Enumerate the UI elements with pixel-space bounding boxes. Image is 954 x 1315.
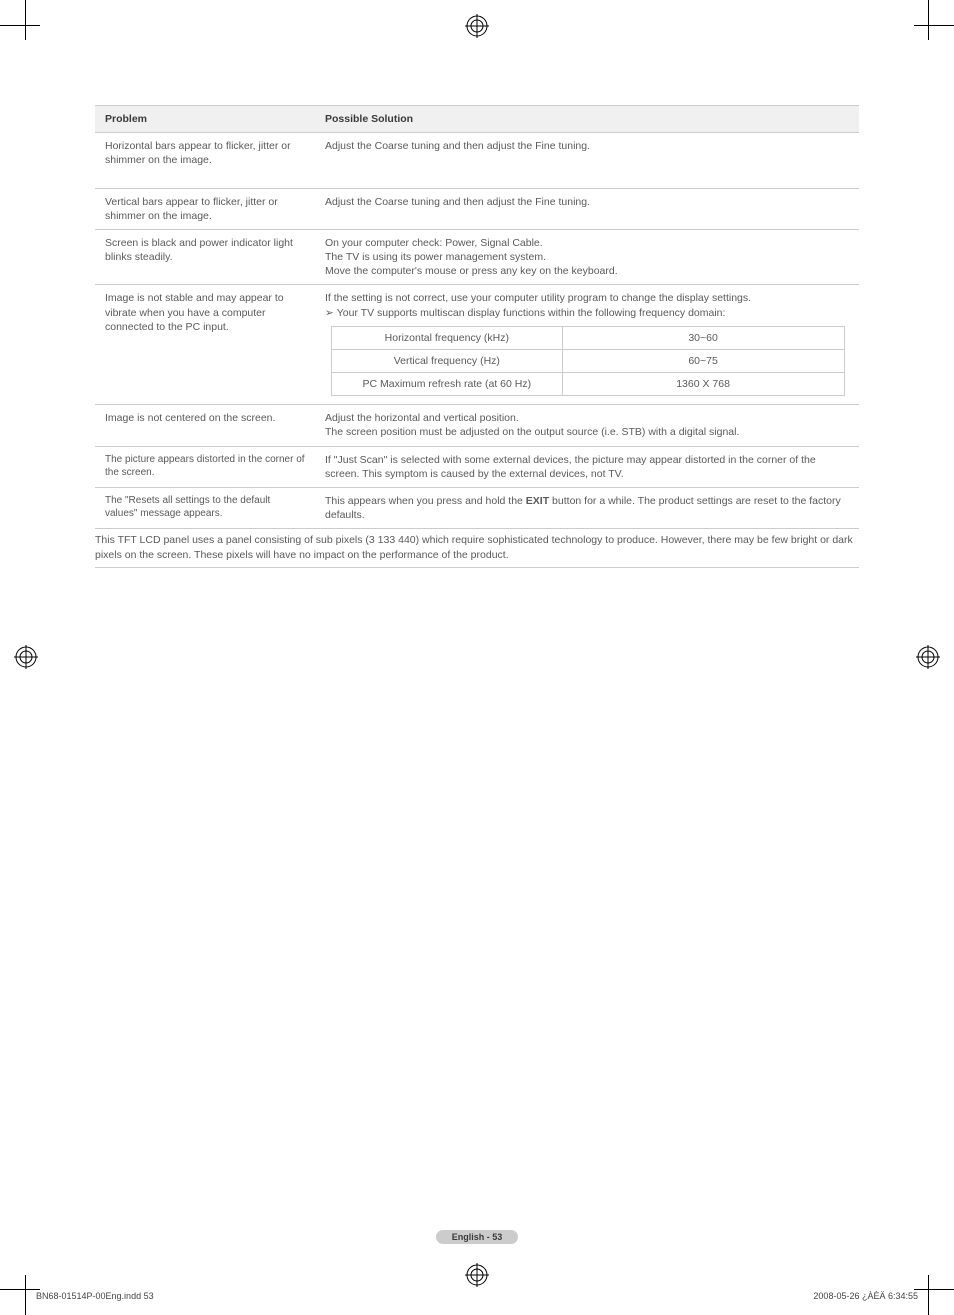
print-file-name: BN68-01514P-00Eng.indd 53 [36, 1291, 154, 1301]
crop-mark [25, 0, 26, 40]
solution-cell: If "Just Scan" is selected with some ext… [315, 446, 859, 487]
problem-cell: Vertical bars appear to flicker, jitter … [95, 188, 315, 229]
problem-cell: Image is not stable and may appear to vi… [95, 285, 315, 405]
registration-mark-icon [465, 1263, 489, 1287]
solution-intro: If the setting is not correct, use your … [325, 292, 751, 304]
table-row: Image is not stable and may appear to vi… [95, 285, 859, 405]
crop-mark [914, 25, 954, 26]
table-row: Horizontal bars appear to flicker, jitte… [95, 133, 859, 188]
crop-mark [914, 1289, 954, 1290]
solution-cell: Adjust the Coarse tuning and then adjust… [315, 133, 859, 188]
note-arrow-icon: ➢ [325, 307, 337, 319]
crop-mark [928, 1275, 929, 1315]
problem-cell: The "Resets all settings to the default … [95, 487, 315, 528]
exit-bold: EXIT [526, 495, 549, 507]
crop-mark [0, 1289, 40, 1290]
table-row: Screen is black and power indicator ligh… [95, 229, 859, 285]
freq-label: PC Maximum refresh rate (at 60 Hz) [332, 373, 563, 396]
solution-cell: Adjust the Coarse tuning and then adjust… [315, 188, 859, 229]
freq-value: 30~60 [562, 326, 844, 349]
freq-value: 60~75 [562, 349, 844, 372]
crop-mark [0, 25, 40, 26]
page-number-badge: English - 53 [436, 1230, 519, 1244]
footnote-text: This TFT LCD panel uses a panel consisti… [95, 529, 859, 567]
registration-mark-icon [916, 645, 940, 669]
solution-cell: Adjust the horizontal and vertical posit… [315, 405, 859, 446]
problem-cell: Horizontal bars appear to flicker, jitte… [95, 133, 315, 188]
freq-label: Vertical frequency (Hz) [332, 349, 563, 372]
table-row: Vertical bars appear to flicker, jitter … [95, 188, 859, 229]
table-row: The "Resets all settings to the default … [95, 487, 859, 528]
main-content: Problem Possible Solution Horizontal bar… [95, 105, 859, 568]
print-info-bar: BN68-01514P-00Eng.indd 53 2008-05-26 ¿ÀÈ… [36, 1291, 918, 1301]
print-timestamp: 2008-05-26 ¿ÀÈÄ 6:34:55 [813, 1291, 918, 1301]
table-header-problem: Problem [95, 106, 315, 133]
freq-value: 1360 X 768 [562, 373, 844, 396]
troubleshooting-table: Problem Possible Solution Horizontal bar… [95, 105, 859, 529]
table-header-solution: Possible Solution [315, 106, 859, 133]
problem-cell: The picture appears distorted in the cor… [95, 446, 315, 487]
problem-cell: Image is not centered on the screen. [95, 405, 315, 446]
solution-pre: This appears when you press and hold the [325, 495, 526, 507]
table-row: Image is not centered on the screen. Adj… [95, 405, 859, 446]
solution-cell: If the setting is not correct, use your … [315, 285, 859, 405]
crop-mark [25, 1275, 26, 1315]
registration-mark-icon [14, 645, 38, 669]
solution-cell: This appears when you press and hold the… [315, 487, 859, 528]
registration-mark-icon [465, 14, 489, 38]
solution-cell: On your computer check: Power, Signal Ca… [315, 229, 859, 285]
table-row: The picture appears distorted in the cor… [95, 446, 859, 487]
freq-label: Horizontal frequency (kHz) [332, 326, 563, 349]
solution-note: Your TV supports multiscan display funct… [337, 307, 726, 319]
frequency-table: Horizontal frequency (kHz) 30~60 Vertica… [331, 326, 845, 397]
page-footer: English - 53 [0, 1227, 954, 1245]
crop-mark [928, 0, 929, 40]
problem-cell: Screen is black and power indicator ligh… [95, 229, 315, 285]
